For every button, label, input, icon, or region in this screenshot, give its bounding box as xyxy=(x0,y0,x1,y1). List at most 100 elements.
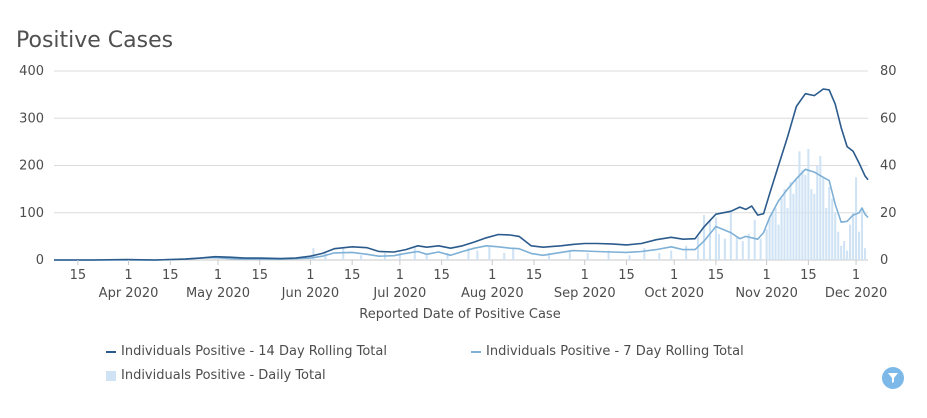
daily-total-bar xyxy=(413,248,416,260)
y-right-tick-label: 0 xyxy=(880,253,888,268)
x-tick-label-day: 1 xyxy=(670,268,678,283)
daily-total-bar xyxy=(777,224,780,260)
x-tick-label-day: 15 xyxy=(433,268,450,283)
x-tick-label-day: 1 xyxy=(396,268,404,283)
daily-total-bar xyxy=(855,177,858,260)
y-left-tick-label: 100 xyxy=(19,206,44,221)
daily-total-bar xyxy=(774,208,777,260)
daily-total-bar xyxy=(714,217,717,260)
daily-total-bar xyxy=(795,179,798,260)
daily-total-bars xyxy=(312,148,867,260)
daily-total-bar xyxy=(783,189,786,260)
daily-total-bar xyxy=(828,186,831,260)
daily-total-bar xyxy=(858,231,861,260)
x-tick-label-day: 1 xyxy=(581,268,589,283)
daily-total-bar xyxy=(512,248,515,260)
x-tick-label-day: 15 xyxy=(526,268,543,283)
x-tick-label-month: May 2020 xyxy=(186,286,250,301)
daily-total-bar xyxy=(425,255,428,260)
x-tick-label-day: 15 xyxy=(162,268,179,283)
x-tick-label-day: 1 xyxy=(306,268,314,283)
x-tick-label-month: Jun 2020 xyxy=(281,286,340,301)
x-tick-label-day: 1 xyxy=(762,268,770,283)
daily-total-bar xyxy=(801,170,804,260)
daily-total-bar xyxy=(685,245,688,260)
daily-total-bar xyxy=(360,255,363,260)
y-right-tick-label: 40 xyxy=(880,159,897,174)
daily-total-bar xyxy=(741,241,744,260)
daily-total-bar xyxy=(789,182,792,260)
legend: Individuals Positive - 14 Day Rolling To… xyxy=(0,340,927,390)
y-left-tick-label: 0 xyxy=(36,253,44,268)
daily-total-bar xyxy=(753,219,756,260)
daily-total-bar xyxy=(860,208,864,260)
daily-total-bar xyxy=(702,215,706,260)
daily-total-bar xyxy=(780,198,783,260)
daily-total-bar xyxy=(798,151,801,260)
daily-total-bar xyxy=(568,250,571,260)
x-tick-label-month: Jul 2020 xyxy=(372,286,426,301)
daily-total-bar xyxy=(324,252,327,260)
legend-label-14-day: Individuals Positive - 14 Day Rolling To… xyxy=(121,344,387,359)
legend-swatch-14-day xyxy=(106,350,116,353)
x-tick-label-day: 15 xyxy=(251,268,268,283)
daily-total-bar xyxy=(792,193,795,260)
x-tick-label-day: 1 xyxy=(124,268,132,283)
daily-total-bar xyxy=(837,231,840,260)
x-tick-label-month: Sep 2020 xyxy=(554,286,616,301)
daily-total-bar xyxy=(735,236,738,260)
x-tick-label-day: 15 xyxy=(70,268,87,283)
x-tick-label-month: Dec 2020 xyxy=(825,286,887,301)
x-axis-title: Reported Date of Positive Case xyxy=(359,307,560,322)
daily-total-bar xyxy=(846,250,849,260)
y-left-tick-label: 300 xyxy=(19,111,44,126)
filter-button[interactable] xyxy=(882,367,904,389)
x-tick-label-day: 1 xyxy=(852,268,860,283)
daily-total-bar xyxy=(312,248,315,260)
daily-total-bar xyxy=(807,148,810,260)
daily-total-bar xyxy=(810,189,813,260)
daily-total-bar xyxy=(759,238,762,260)
y-right-tick-label: 80 xyxy=(880,64,897,79)
x-tick-label-day: 15 xyxy=(800,268,817,283)
daily-total-bar xyxy=(840,245,843,260)
daily-total-bar xyxy=(476,250,479,260)
daily-total-bar xyxy=(628,255,631,260)
daily-total-bar xyxy=(863,248,867,260)
daily-total-bar xyxy=(825,208,828,260)
daily-total-bar xyxy=(852,212,855,260)
daily-total-bar xyxy=(822,177,825,260)
daily-total-bar xyxy=(765,229,768,260)
legend-item-daily[interactable]: Individuals Positive - Daily Total xyxy=(106,368,326,383)
legend-item-7-day[interactable]: Individuals Positive - 7 Day Rolling Tot… xyxy=(471,344,744,359)
funnel-icon xyxy=(888,373,898,383)
legend-swatch-daily xyxy=(106,370,116,381)
daily-total-bar xyxy=(771,212,774,260)
daily-total-bar xyxy=(843,241,846,260)
daily-total-bar xyxy=(804,174,807,260)
y-right-tick-label: 20 xyxy=(880,206,897,221)
y-right-tick-label: 60 xyxy=(880,111,897,126)
daily-total-bar xyxy=(670,250,673,260)
daily-total-bar xyxy=(547,252,551,260)
chart-title: Positive Cases xyxy=(16,28,174,53)
line-14-day-rolling-total xyxy=(54,88,869,261)
x-tick-label-day: 15 xyxy=(708,268,725,283)
x-tick-label-day: 15 xyxy=(618,268,635,283)
daily-total-bar xyxy=(768,217,771,260)
daily-total-bar xyxy=(342,248,345,260)
y-left-tick-label: 400 xyxy=(19,64,44,79)
legend-label-daily: Individuals Positive - Daily Total xyxy=(121,368,326,383)
daily-total-bar xyxy=(717,234,720,260)
daily-total-bar xyxy=(723,238,726,260)
daily-total-bar xyxy=(697,236,700,260)
x-tick-label-day: 15 xyxy=(344,268,361,283)
daily-total-bar xyxy=(849,224,852,260)
daily-total-bar xyxy=(467,248,470,260)
legend-item-14-day[interactable]: Individuals Positive - 14 Day Rolling To… xyxy=(106,344,387,359)
daily-total-bar xyxy=(729,210,732,260)
daily-total-bar xyxy=(488,245,491,260)
daily-total-bar xyxy=(813,193,816,260)
